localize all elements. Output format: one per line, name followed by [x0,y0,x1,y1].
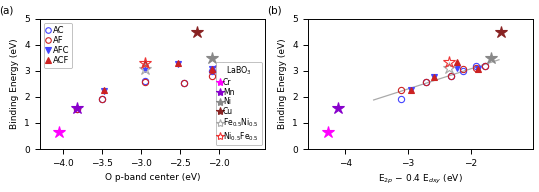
Text: (b): (b) [267,6,282,16]
X-axis label: E$_{2p}$ $-$ 0.4 E$_{dxy}$ (eV): E$_{2p}$ $-$ 0.4 E$_{dxy}$ (eV) [378,173,463,186]
Text: (a): (a) [0,6,13,16]
X-axis label: O p-band center (eV): O p-band center (eV) [105,173,201,182]
Y-axis label: Binding Energy (eV): Binding Energy (eV) [10,38,19,129]
Legend: Cr, Mn, Ni, Cu, Fe$_{0.5}$Ni$_{0.5}$, Ni$_{0.5}$Fe$_{0.5}$: Cr, Mn, Ni, Cu, Fe$_{0.5}$Ni$_{0.5}$, Ni… [216,62,261,145]
Y-axis label: Binding Energy (eV): Binding Energy (eV) [278,38,287,129]
